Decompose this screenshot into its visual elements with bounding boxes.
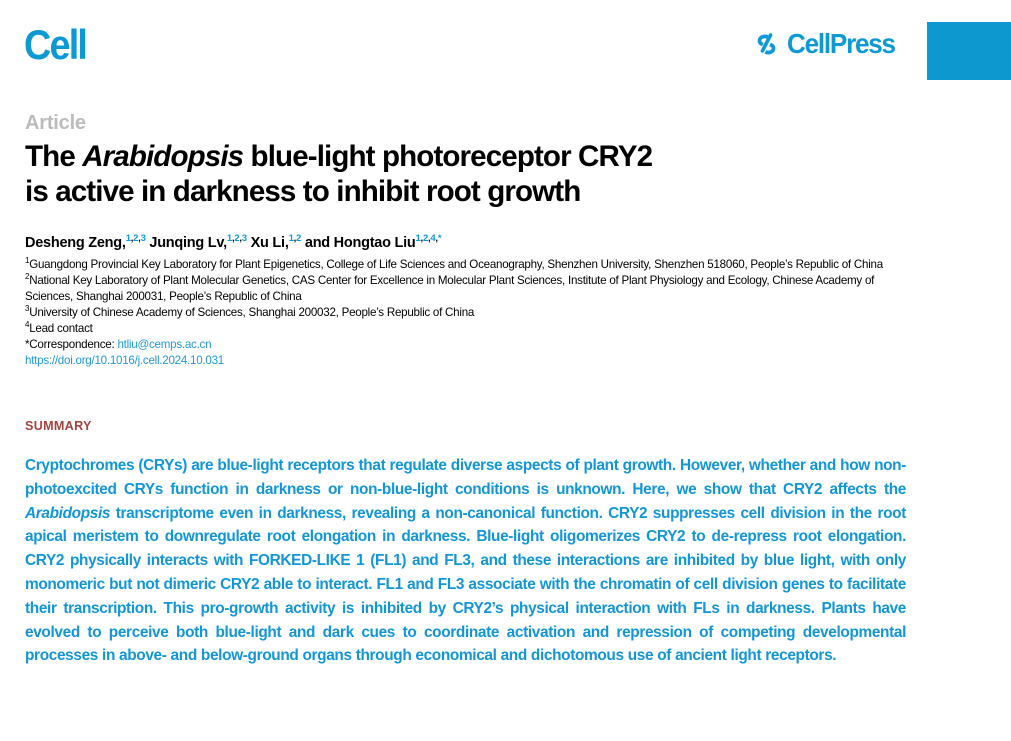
page-title: The Arabidopsis blue-light photoreceptor… — [25, 139, 893, 210]
affiliation-text: University of Chinese Academy of Science… — [29, 306, 475, 320]
sup-marker: 1 — [415, 232, 421, 244]
affiliation-marker: 3 — [25, 304, 30, 314]
affiliation-text: Lead contact — [29, 322, 93, 336]
title-species-name: Arabidopsis — [82, 140, 244, 173]
title-text-pre: The — [25, 140, 83, 173]
sup-marker: 1 — [125, 232, 131, 244]
sup-marker: 2 — [296, 232, 302, 244]
author-entry[interactable]: Xu Li,1,2 — [250, 232, 302, 251]
affiliation-list: 1Guangdong Provincial Key Laboratory for… — [25, 257, 911, 369]
author-entry[interactable]: Junqing Lv,1,2,3 — [149, 232, 247, 251]
abstract-species-name: Arabidopsis — [25, 504, 111, 522]
sup-marker: 2 — [133, 232, 139, 244]
affiliation-marker: 4 — [25, 320, 30, 330]
abstract-text: Cryptochromes (CRYs) are blue-light rece… — [25, 454, 906, 668]
affiliation-marker: 2 — [25, 272, 30, 282]
abstract-part-1: Cryptochromes (CRYs) are blue-light rece… — [25, 457, 906, 498]
author-name: Desheng Zeng, — [25, 234, 126, 251]
sup-marker: 2 — [422, 232, 428, 244]
abstract-part-2: transcriptome even in darkness, revealin… — [25, 504, 906, 665]
author-entry[interactable]: and Hongtao Liu1,2,4,* — [304, 232, 442, 251]
sup-marker: 4 — [430, 232, 436, 244]
sup-marker: 2 — [234, 232, 240, 244]
author-name: Junqing Lv, — [149, 234, 227, 251]
author-name: and Hongtao Liu — [304, 234, 416, 251]
title-line-2: is active in darkness to inhibit root gr… — [25, 175, 581, 209]
cell-journal-logo[interactable]: Cell — [24, 21, 88, 68]
summary-heading: SUMMARY — [25, 419, 92, 434]
author-entry[interactable]: Desheng Zeng,1,2,3 — [25, 232, 146, 251]
author-list: Desheng Zeng,1,2,3 Junqing Lv,1,2,3 Xu L… — [25, 232, 906, 252]
cell-press-logo[interactable]: CellPress — [753, 30, 903, 58]
sup-marker: 3 — [241, 232, 247, 244]
masthead: Cell CellPress — [0, 0, 1011, 92]
affiliation-item: 2National Key Laboratory of Plant Molecu… — [25, 273, 911, 305]
cellpress-wordmark: CellPress — [787, 28, 896, 59]
doi-link[interactable]: https://doi.org/10.1016/j.cell.2024.10.0… — [25, 354, 224, 368]
author-affiliation-markers: 1,2 — [288, 232, 302, 244]
author-name: Xu Li, — [250, 234, 289, 251]
cellpress-link-icon — [753, 31, 780, 58]
affiliation-text: Guangdong Provincial Key Laboratory for … — [29, 258, 883, 272]
author-affiliation-markers: 1,2,3 — [125, 232, 146, 244]
sup-marker: 3 — [140, 232, 146, 244]
affiliation-item: 3University of Chinese Academy of Scienc… — [25, 305, 911, 321]
title-text-post: blue-light photoreceptor CRY2 — [243, 140, 654, 173]
author-affiliation-markers: 1,2,4,* — [415, 232, 442, 244]
sup-marker: 1 — [288, 232, 294, 244]
affiliation-text: National Key Laboratory of Plant Molecul… — [25, 274, 875, 304]
title-line-1: The Arabidopsis blue-light photoreceptor… — [25, 140, 654, 173]
author-affiliation-markers: 1,2,3 — [226, 232, 247, 244]
affiliation-item: 4Lead contact — [25, 321, 911, 337]
sup-marker: 1 — [226, 232, 232, 244]
affiliation-item: 1Guangdong Provincial Key Laboratory for… — [25, 257, 911, 273]
article-type-label: Article — [25, 112, 86, 134]
correspondence-email-link[interactable]: htliu@cemps.ac.cn — [117, 338, 212, 352]
masthead-blue-square — [927, 22, 1011, 80]
doi-line: https://doi.org/10.1016/j.cell.2024.10.0… — [25, 353, 911, 369]
correspondence-label: *Correspondence: — [25, 338, 118, 352]
affiliation-marker: 1 — [25, 256, 30, 266]
correspondence-line: *Correspondence: htliu@cemps.ac.cn — [25, 337, 911, 353]
article-front-matter: Article The Arabidopsis blue-light photo… — [25, 112, 906, 668]
